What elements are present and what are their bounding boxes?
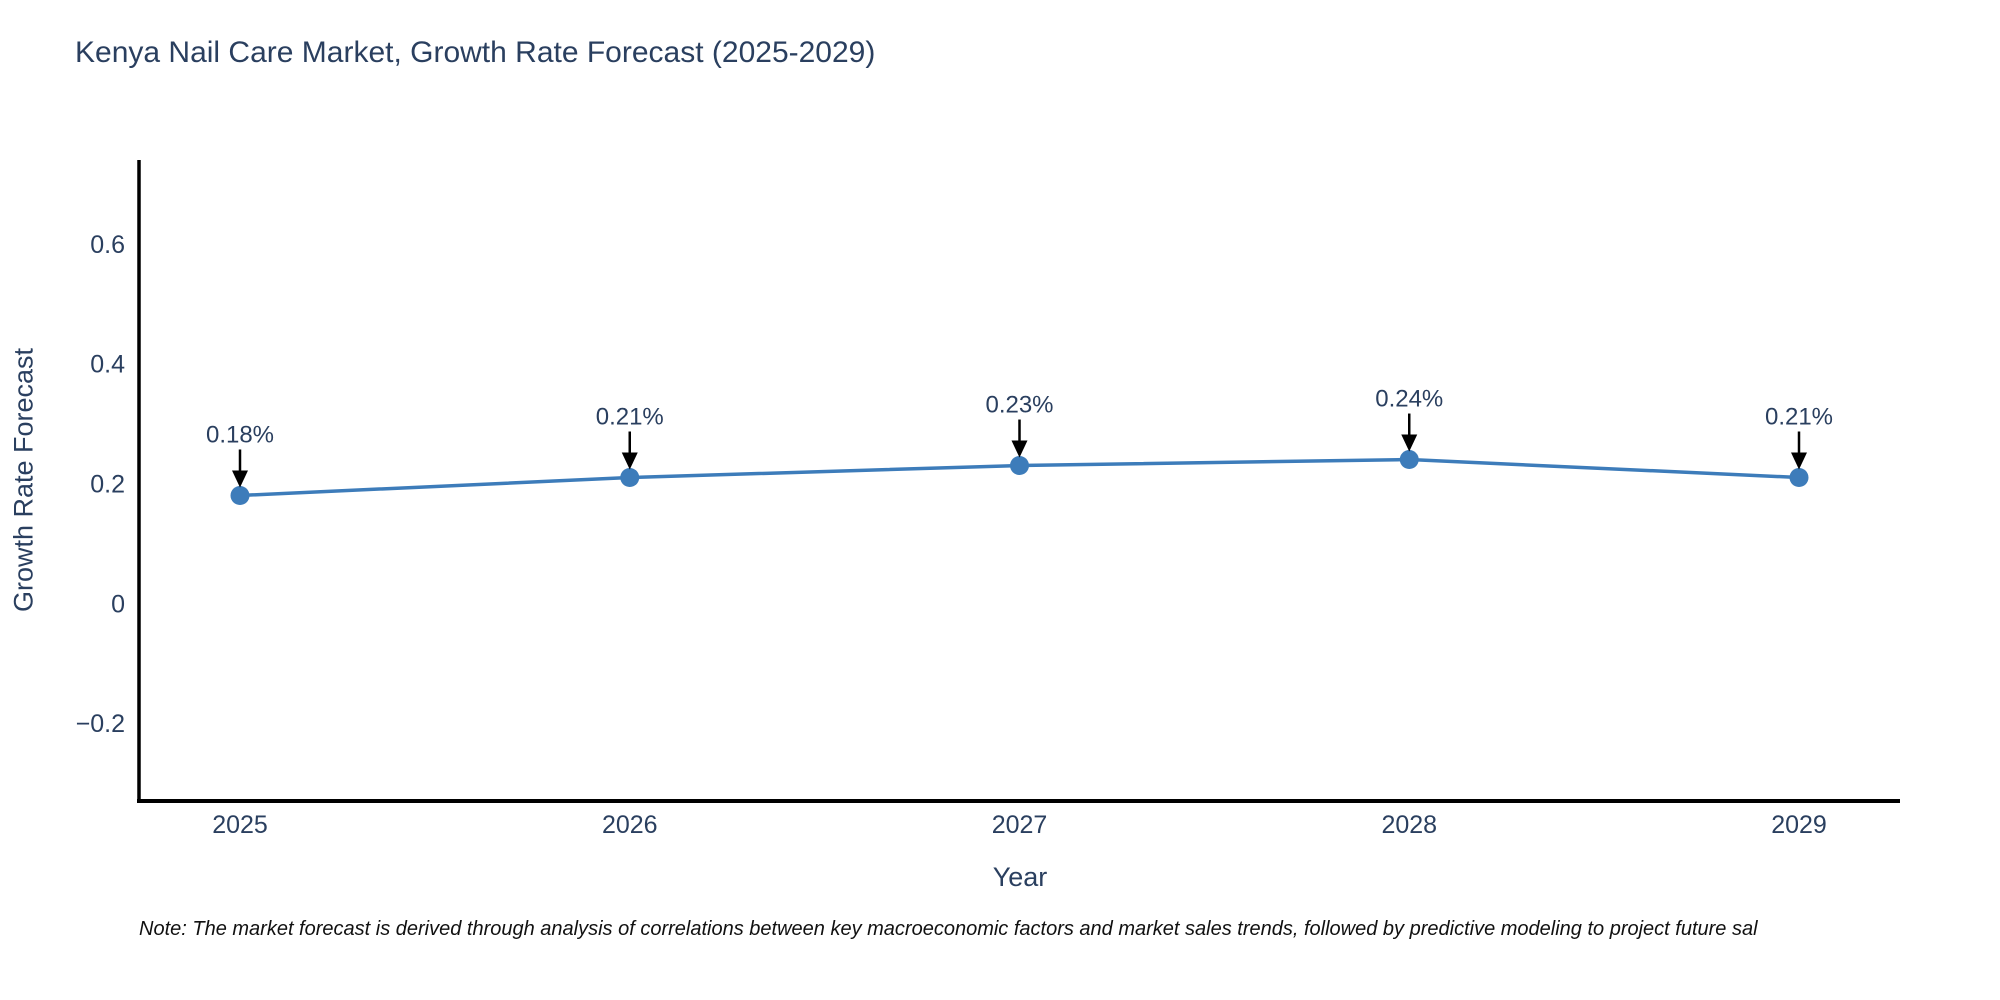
annotation-label: 0.23% — [985, 392, 1053, 419]
chart-title: Kenya Nail Care Market, Growth Rate Fore… — [75, 36, 876, 69]
y-tick-label: 0.2 — [90, 470, 125, 498]
y-tick-label: 0 — [111, 590, 125, 618]
annotation-label: 0.18% — [206, 421, 274, 448]
y-tick-label: −0.2 — [76, 710, 125, 738]
data-point-marker — [230, 485, 250, 505]
x-tick-label: 2026 — [602, 811, 658, 839]
data-point-marker — [1789, 468, 1809, 488]
y-tick-label: 0.4 — [90, 351, 125, 379]
annotation-arrowhead — [621, 452, 638, 470]
annotation-label: 0.24% — [1375, 386, 1443, 413]
data-point-marker — [1010, 456, 1029, 476]
annotation-arrowhead — [1401, 434, 1418, 452]
x-tick-label: 2029 — [1771, 811, 1827, 839]
data-point-marker — [620, 468, 640, 488]
annotation-arrowhead — [232, 470, 248, 488]
x-axis-title: Year — [992, 862, 1048, 892]
annotation-label: 0.21% — [596, 404, 664, 431]
data-point-marker — [1399, 450, 1419, 470]
annotation-arrowhead — [1011, 440, 1028, 458]
x-tick-label: 2028 — [1381, 811, 1437, 839]
x-tick-label: 2025 — [212, 811, 268, 839]
footnote: Note: The market forecast is derived thr… — [139, 918, 1758, 940]
annotation-label: 0.21% — [1765, 404, 1833, 431]
x-tick-label: 2027 — [992, 811, 1048, 839]
annotation-arrowhead — [1791, 452, 1807, 470]
y-tick-label: 0.6 — [90, 231, 125, 259]
